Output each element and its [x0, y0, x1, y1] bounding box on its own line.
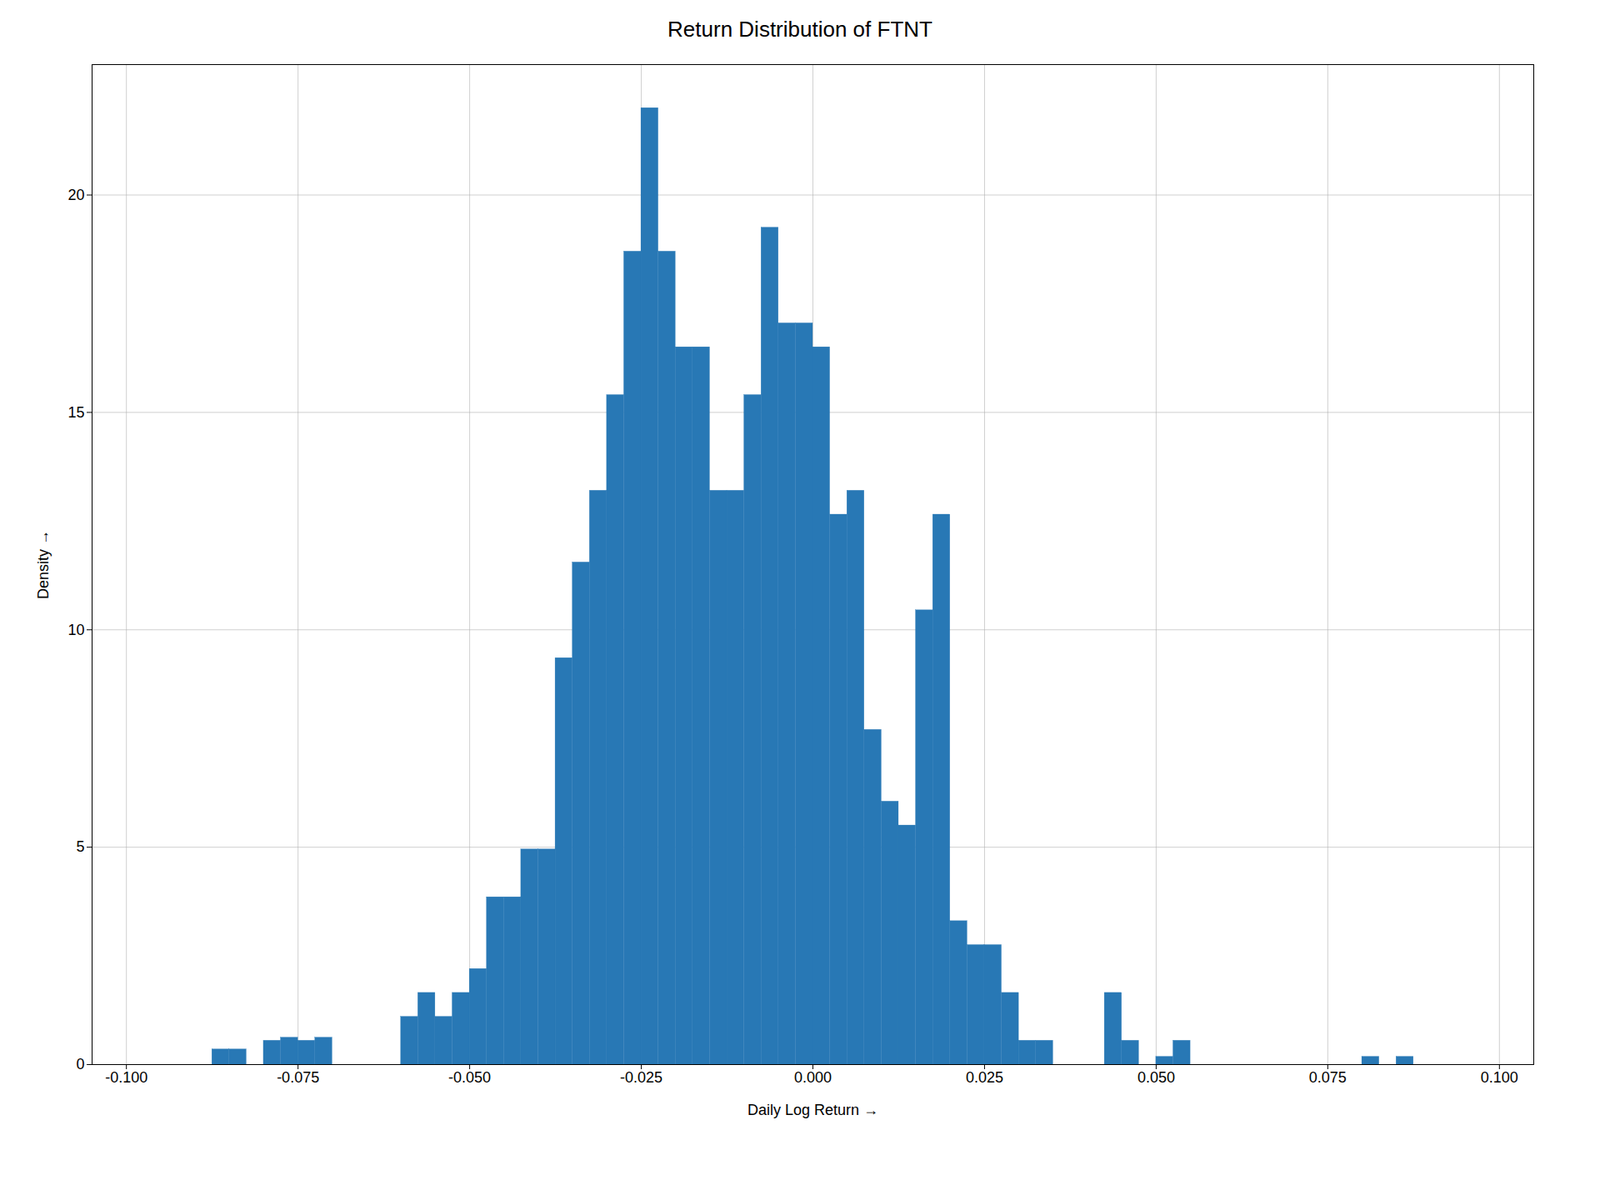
svg-text:0.100: 0.100: [1480, 1069, 1519, 1086]
svg-text:-0.075: -0.075: [276, 1069, 320, 1086]
svg-text:5: 5: [75, 838, 85, 855]
svg-text:0.075: 0.075: [1309, 1069, 1347, 1086]
html-text:Return Distribution of FTNT: Return Distribution of FTNT: [667, 16, 933, 42]
svg-text:0: 0: [75, 1055, 85, 1073]
svg-text:Daily Log Return →: Daily Log Return →: [747, 1101, 879, 1119]
svg-text:20: 20: [67, 186, 85, 204]
svg-text:-0.050: -0.050: [448, 1069, 491, 1086]
svg-text:0.050: 0.050: [1137, 1069, 1175, 1086]
svg-text:0.000: 0.000: [794, 1069, 832, 1086]
svg-text:15: 15: [67, 404, 85, 421]
svg-text:Density →: Density →: [35, 530, 52, 600]
svg-text:10: 10: [67, 621, 85, 639]
svg-text:-0.100: -0.100: [105, 1069, 148, 1086]
svg-text:-0.025: -0.025: [620, 1069, 663, 1086]
svg-text:0.025: 0.025: [965, 1069, 1004, 1086]
